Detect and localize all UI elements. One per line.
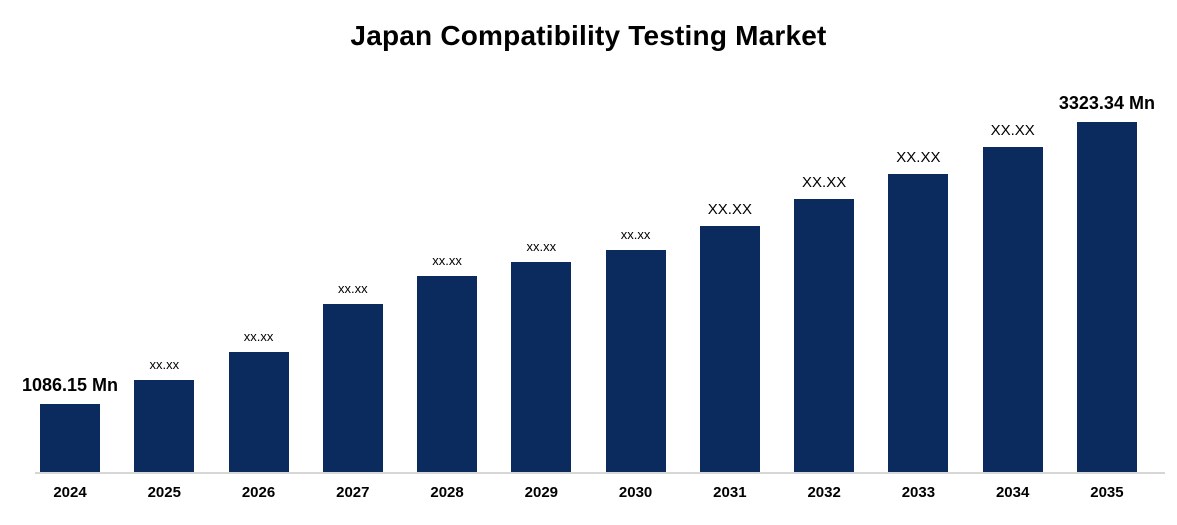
bar [134,380,195,472]
value-label: xx.xx [432,253,462,268]
bar [794,199,855,472]
year-label: 2029 [524,484,559,501]
bar [511,262,572,472]
bar [322,304,383,472]
bar [605,250,666,472]
plot-area: 1086.15 Mn xx.xx xx.xx xx.xx xx.xx xx.xx xx.xx… [22,52,1165,474]
year-label: 2024 [53,484,87,501]
bar [417,276,478,472]
value-label: xx.xx [243,329,274,344]
bar [1076,122,1137,472]
bar-column: XX.XX [794,174,855,472]
value-label: XX.XX [707,201,752,218]
bar-column: xx.xx [417,253,478,472]
bar-column: xx.xx [511,239,572,472]
value-label: 3323.34 Mn [1058,93,1155,113]
bar-column: xx.xx [134,357,195,472]
bar [40,404,100,472]
year-label: 2034 [995,484,1030,501]
bar [982,147,1043,472]
x-axis: 2024 2025 2026 2027 2028 2029 2030 2031 2032 2033… [35,474,1165,501]
value-label: XX.XX [802,174,847,191]
bar-chart: Japan Compatibility Testing Market 1086.… [0,20,1177,525]
bar-column: XX.XX [982,122,1043,472]
bar-column: XX.XX [888,149,949,472]
year-label: 2025 [147,484,181,501]
year-label: 2031 [713,484,747,501]
bar-column: 1086.15 Mn [22,375,118,472]
value-label: xx.xx [149,357,180,372]
year-label: 2026 [241,484,276,501]
year-label: 2033 [901,484,936,501]
bar-column: xx.xx [322,281,383,472]
value-label: XX.XX [896,149,941,166]
year-label: 2028 [430,484,464,501]
value-label: XX.XX [990,122,1035,139]
chart-title: Japan Compatibility Testing Market [350,20,827,51]
value-label: xx.xx [620,227,651,242]
bar [699,226,760,472]
bar-column: 3323.34 Mn [1059,93,1155,472]
bar-column: XX.XX [699,201,760,472]
year-label: 2027 [336,484,370,501]
bar-column: xx.xx [228,329,289,472]
bar-column: xx.xx [605,227,666,472]
year-label: 2032 [807,484,841,501]
bar [888,174,949,472]
bar [228,352,289,472]
year-label: 2035 [1090,484,1124,501]
value-label: 1086.15 Mn [21,375,119,395]
value-label: xx.xx [337,281,368,296]
year-label: 2030 [618,484,653,501]
value-label: xx.xx [526,239,557,254]
